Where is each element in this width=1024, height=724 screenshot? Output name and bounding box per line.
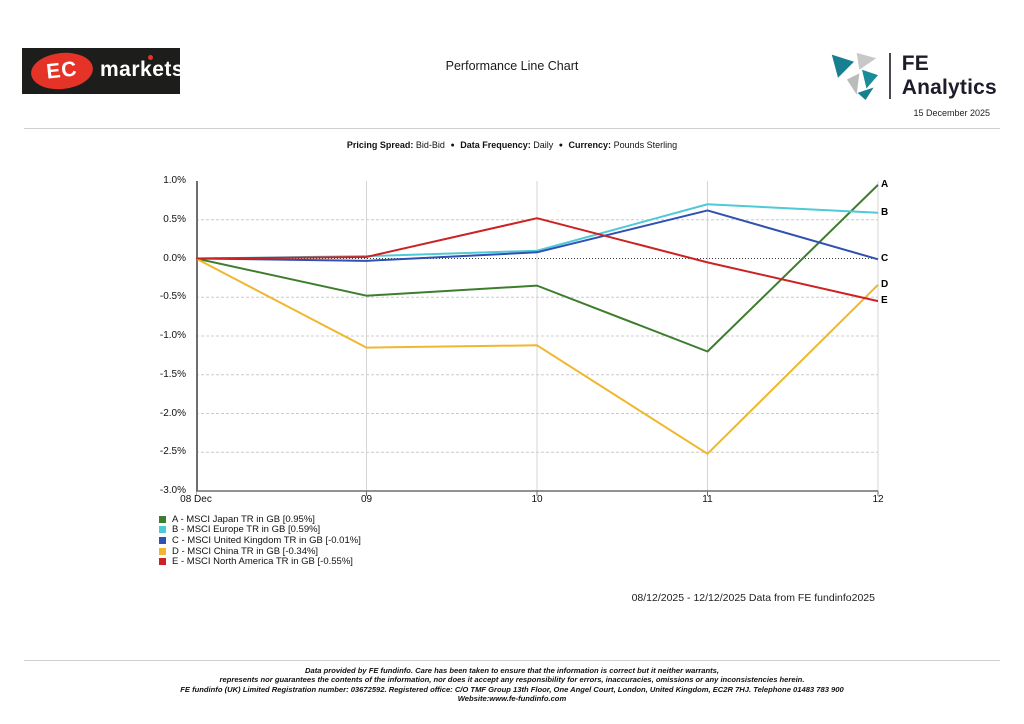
header-divider <box>24 128 1000 129</box>
pricing-meta-line: Pricing Spread: Bid-Bid ● Data Frequency… <box>0 140 1024 150</box>
series-end-label-D: D <box>881 278 889 290</box>
legend-label-E: E - MSCI North America TR in GB [-0.55%] <box>172 556 353 568</box>
chart-legend: A - MSCI Japan TR in GB [0.95%] B - MSCI … <box>159 514 361 567</box>
chart-plot-area <box>195 181 886 506</box>
bullet-separator-icon: ● <box>450 142 455 149</box>
x-tick-label: 09 <box>360 494 373 505</box>
x-tick-label: 11 <box>702 494 713 505</box>
ec-markets-logo: EC markets <box>22 48 184 94</box>
y-tick-label: -0.5% <box>159 291 186 303</box>
x-tick-label: 10 <box>531 494 543 505</box>
date-range-note: 08/12/2025 - 12/12/2025 Data from FE fun… <box>631 592 875 604</box>
disclaimer-line: FE fundinfo (UK) Limited Registration nu… <box>180 684 844 694</box>
y-tick-label: 1.0% <box>163 175 186 186</box>
x-tick-label: 12 <box>872 494 884 505</box>
y-tick-label: 0.0% <box>163 252 186 264</box>
y-tick-label: -3.0% <box>159 485 186 496</box>
legend-swatch-icon-A <box>159 515 166 523</box>
y-tick-label: -2.5% <box>159 446 186 458</box>
y-tick-label: -1.5% <box>159 368 186 380</box>
series-line-A <box>195 184 879 353</box>
y-tick-label: -2.0% <box>159 407 186 419</box>
series-line-E <box>195 217 879 303</box>
red-dot-icon <box>148 55 153 60</box>
series-line-C <box>195 209 879 262</box>
y-tick-label: -1.0% <box>159 330 186 341</box>
legend-swatch-icon-C <box>159 536 166 544</box>
legend-swatch-icon-B <box>159 526 166 534</box>
series-end-label-C: C <box>881 253 889 265</box>
series-line-D <box>195 257 879 455</box>
legend-item-D: D - MSCI China TR in GB [-0.34%] <box>159 546 361 557</box>
legend-item-B: B - MSCI Europe TR in GB [0.59%] <box>159 524 361 536</box>
disclaimer-line: Website:www.fe-fundinfo.com <box>457 693 567 703</box>
pricing-spread-value: Bid-Bid <box>415 140 445 150</box>
legend-item-E: E - MSCI North America TR in GB [-0.55%] <box>159 556 361 567</box>
legend-item-C: C - MSCI United Kingdom TR in GB [-0.01%… <box>159 535 361 546</box>
currency-value: Pounds Sterling <box>613 140 678 150</box>
y-tick-label: 0.5% <box>163 213 186 225</box>
disclaimer-line: Data provided by FE fundinfo. Care has b… <box>305 666 719 675</box>
fe-brand-name: FE Analytics <box>901 52 997 99</box>
legend-label-D: D - MSCI China TR in GB [-0.34%] <box>172 545 319 557</box>
data-frequency-label: Data Frequency: <box>460 140 531 150</box>
currency-label: Currency: <box>568 140 612 150</box>
legend-label-B: B - MSCI Europe TR in GB [0.59%] <box>172 524 321 536</box>
footer-disclaimer: Data provided by FE fundinfo. Care has b… <box>0 666 1024 703</box>
fe-logo-separator <box>888 53 891 99</box>
series-end-label-E: E <box>881 295 888 307</box>
ec-logo-markets-text: markets <box>100 58 185 81</box>
fe-pinwheel-icon <box>831 52 879 101</box>
series-end-label-B: B <box>881 206 889 218</box>
legend-item-A: A - MSCI Japan TR in GB [0.95%] <box>159 514 361 525</box>
legend-swatch-icon-E <box>159 558 166 566</box>
chart-svg <box>195 181 879 496</box>
legend-swatch-icon-D <box>159 547 166 555</box>
page-title: Performance Line Chart <box>445 59 579 73</box>
series-end-label-A: A <box>881 178 889 190</box>
disclaimer-line: represents nor guarantees the contents o… <box>219 675 805 685</box>
bullet-separator-icon: ● <box>558 142 564 149</box>
data-frequency-value: Daily <box>533 140 554 150</box>
footer-divider <box>24 660 1000 661</box>
pricing-spread-label: Pricing Spread: <box>346 140 414 150</box>
fe-analytics-logo: FE Analytics <box>830 49 1024 103</box>
report-date: 15 December 2025 <box>913 108 990 118</box>
x-tick-label: 08 Dec <box>180 494 212 505</box>
legend-label-A: A - MSCI Japan TR in GB [0.95%] <box>172 513 315 525</box>
legend-label-C: C - MSCI United Kingdom TR in GB [-0.01%… <box>172 534 361 546</box>
